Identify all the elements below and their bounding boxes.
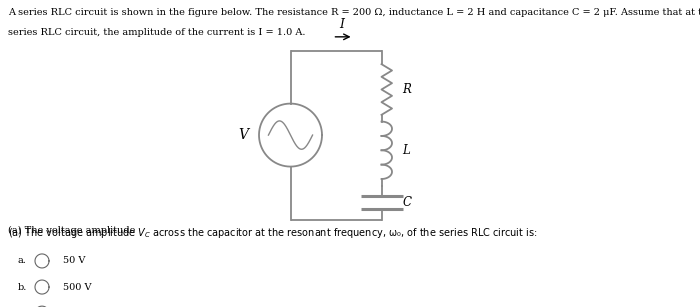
Text: (a) The voltage amplitude $V_C$ across the capacitor at the resonant frequency, : (a) The voltage amplitude $V_C$ across t… xyxy=(8,226,538,240)
Text: L: L xyxy=(402,144,410,157)
Text: a.: a. xyxy=(18,256,27,266)
Text: b.: b. xyxy=(18,282,27,292)
Text: 500 V: 500 V xyxy=(63,282,92,292)
Text: series RLC circuit, the amplitude of the current is I = 1.0 A.: series RLC circuit, the amplitude of the… xyxy=(8,28,306,37)
Text: V: V xyxy=(239,128,248,142)
Text: A series RLC circuit is shown in the figure below. The resistance R = 200 Ω, ind: A series RLC circuit is shown in the fig… xyxy=(8,8,700,17)
Text: C: C xyxy=(402,196,412,209)
Text: 50 V: 50 V xyxy=(63,256,85,266)
Text: R: R xyxy=(402,83,412,96)
Text: I: I xyxy=(339,18,344,31)
Text: (a) The voltage amplitude: (a) The voltage amplitude xyxy=(8,226,139,235)
